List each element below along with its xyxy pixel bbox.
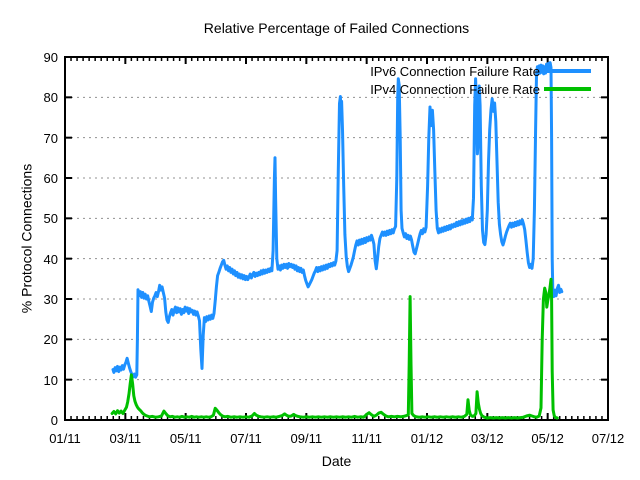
y-tick-label: 10 <box>43 372 58 388</box>
chart-title: Relative Percentage of Failed Connection… <box>203 20 470 36</box>
y-tick-label: 60 <box>43 171 58 186</box>
series-line <box>110 277 559 420</box>
x-tick-label: 05/11 <box>169 431 202 446</box>
x-tick-label: 09/11 <box>290 431 323 446</box>
x-tick-label: 01/12 <box>410 431 444 446</box>
legend-label-ipv6: IPv6 Connection Failure Rate <box>370 64 540 79</box>
x-tick-label: 11/11 <box>351 431 382 446</box>
x-tick-label: 03/11 <box>109 431 142 446</box>
y-tick-label: 0 <box>50 413 58 428</box>
x-tick-label: 07/12 <box>591 431 625 446</box>
legend-label-ipv4: IPv4 Connection Failure Rate <box>370 82 540 97</box>
x-tick-label: 01/11 <box>49 431 81 446</box>
y-tick-label: 20 <box>43 332 58 348</box>
x-tick-label: 03/12 <box>471 431 504 446</box>
series-line <box>111 61 564 379</box>
legend-line-sample-ipv4 <box>544 87 591 91</box>
y-tick-label: 50 <box>43 211 58 227</box>
y-tick-label: 80 <box>43 90 58 106</box>
x-tick-label: 07/11 <box>230 431 262 446</box>
legend-line-sample-ipv6 <box>544 69 591 73</box>
y-tick-label: 40 <box>43 251 58 267</box>
y-tick-label: 30 <box>43 292 58 307</box>
y-tick-label: 90 <box>43 50 58 65</box>
x-axis-title: Date <box>321 453 352 469</box>
x-tick-label: 05/12 <box>531 431 564 446</box>
y-tick-label: 70 <box>43 130 58 146</box>
